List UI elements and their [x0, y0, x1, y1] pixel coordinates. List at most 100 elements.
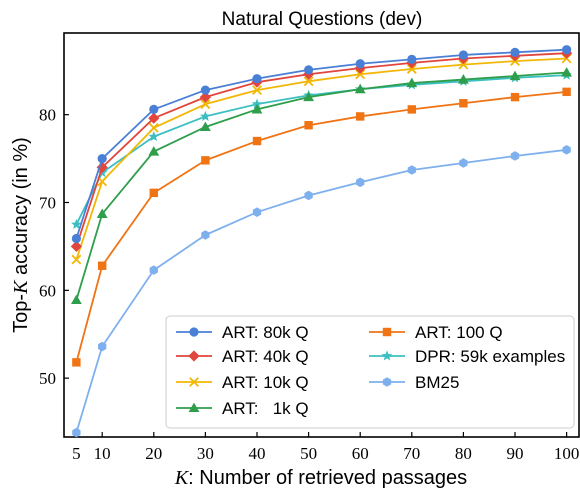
data-point [71, 254, 82, 265]
y-tick-label: 50 [39, 369, 56, 388]
legend-swatch-marker [381, 350, 393, 361]
data-point [458, 59, 469, 70]
legend-swatch-marker [189, 377, 199, 387]
legend-label: BM25 [415, 373, 459, 392]
legend-label: ART: 100 Q [415, 323, 503, 342]
data-point [356, 177, 365, 188]
data-point [356, 112, 365, 121]
x-tick-label: 30 [197, 444, 214, 463]
legend-swatch-marker [188, 350, 200, 362]
y-tick-label: 60 [39, 281, 56, 300]
data-point [510, 151, 520, 161]
y-tick-label: 80 [39, 106, 56, 125]
data-point [407, 54, 417, 64]
x-tick-label: 20 [145, 444, 162, 463]
data-point [252, 74, 262, 84]
data-point [251, 104, 263, 114]
chart-title: Natural Questions (dev) [222, 9, 423, 30]
axis-ticks: 5 10 20 30 40 50 60 70 80 90 100 50 60 70 80 [39, 106, 579, 463]
data-point [70, 240, 82, 253]
x-tick-label: 90 [507, 444, 524, 463]
data-point [199, 91, 211, 103]
legend: ART: 80k Q ART: 40k Q ART: 10k Q ART: 1k Q A… [165, 315, 575, 429]
data-point [96, 208, 108, 218]
x-tick-label: 60 [352, 444, 369, 463]
data-point [97, 153, 107, 164]
data-point [562, 145, 571, 155]
data-point [70, 294, 82, 305]
data-point [406, 64, 417, 74]
series-layer [70, 45, 573, 438]
series-bm25 [72, 145, 571, 438]
legend-label: ART: 10k Q [222, 373, 309, 392]
data-point [561, 67, 573, 77]
data-point [72, 427, 81, 438]
data-point [200, 110, 211, 121]
legend-item: ART: 80k Q [176, 323, 309, 342]
legend-item: ART: 1k Q [176, 399, 309, 418]
data-point [304, 121, 313, 130]
y-axis-label-pre: Top- [10, 294, 32, 333]
data-point [148, 146, 160, 156]
legend-swatch-marker [382, 377, 392, 387]
data-point [71, 218, 82, 229]
y-axis-label: Top-K accuracy (in %) [10, 137, 32, 333]
legend-box [165, 315, 575, 429]
y-tick-label: 70 [39, 194, 56, 213]
legend-item: ART: 10k Q [176, 373, 309, 392]
legend-item: ART: 100 Q [369, 323, 503, 342]
data-point [149, 188, 158, 198]
data-point [200, 99, 211, 110]
data-point [148, 131, 160, 142]
legend-swatch-marker [382, 327, 392, 337]
x-tick-label: 100 [554, 444, 580, 463]
data-point [72, 358, 81, 367]
legend-items: ART: 80k Q ART: 40k Q ART: 10k Q ART: 1k Q A… [176, 323, 565, 418]
data-point [303, 65, 314, 75]
plot-area: 5 10 20 30 40 50 60 70 80 90 100 50 60 70 80 [39, 32, 580, 463]
legend-label: ART: 80k Q [222, 323, 309, 342]
data-point [252, 85, 262, 96]
legend-label: ART: 1k Q [222, 399, 309, 418]
x-tick-label: 40 [248, 444, 265, 463]
data-point [459, 158, 468, 168]
x-tick-label: 50 [300, 444, 317, 463]
legend-item: BM25 [369, 373, 459, 392]
data-point [303, 91, 314, 102]
data-point [407, 105, 417, 114]
plot-frame [63, 32, 580, 438]
data-point [407, 165, 416, 175]
legend-item: ART: 40k Q [176, 347, 309, 366]
series-line [75, 74, 567, 225]
legend-label: ART: 40k Q [222, 347, 309, 366]
data-point [303, 76, 314, 87]
data-point [252, 207, 262, 217]
data-point [562, 45, 572, 55]
data-point [355, 69, 366, 80]
data-point [148, 112, 160, 124]
x-tick-label: 10 [94, 444, 111, 463]
series-art-1k-q [70, 67, 573, 305]
legend-label: DPR: 59k examples [415, 347, 565, 366]
x-axis-label-var: K [174, 467, 190, 489]
data-point [201, 156, 210, 165]
x-tick-label: 5 [72, 444, 81, 463]
data-point [355, 59, 365, 69]
data-point [304, 190, 313, 201]
x-axis-label-text: : Number of retrieved passages [188, 467, 467, 489]
data-point [509, 70, 521, 81]
legend-swatch-marker [189, 327, 199, 337]
data-point [252, 136, 262, 146]
x-axis-label: K: Number of retrieved passages [174, 467, 467, 489]
data-point [354, 83, 366, 94]
series-line [75, 52, 567, 247]
x-tick-label: 80 [455, 444, 472, 463]
x-tick-label: 70 [403, 444, 420, 463]
data-point [562, 87, 571, 97]
data-point [200, 85, 210, 95]
data-point [97, 261, 107, 270]
data-point [510, 92, 520, 102]
data-point [149, 265, 158, 275]
data-point [458, 50, 469, 60]
